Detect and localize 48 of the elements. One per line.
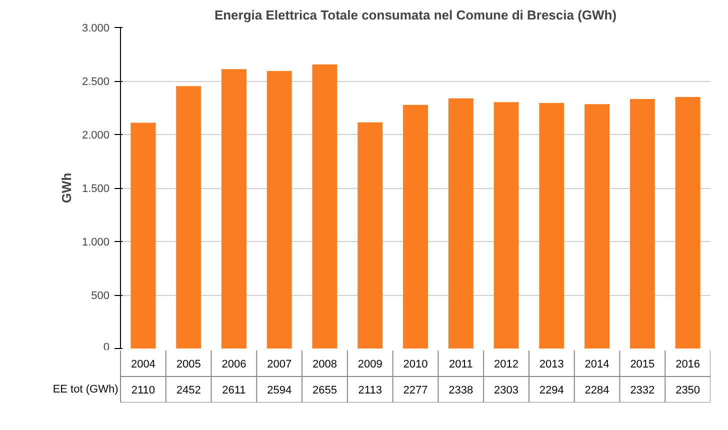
bar — [494, 102, 519, 348]
y-axis-title: GWh — [58, 172, 74, 204]
bar — [539, 103, 564, 348]
y-tick-label: 3.000 — [82, 22, 110, 34]
data-label: 2277 — [403, 384, 428, 396]
x-tick-label: 2015 — [630, 358, 655, 370]
bar — [130, 122, 156, 348]
x-tick-label: 2004 — [130, 358, 156, 370]
y-tick-label: 500 — [91, 290, 110, 302]
data-label: 2113 — [358, 384, 382, 396]
bar — [312, 64, 338, 348]
x-tick-label: 2009 — [358, 358, 382, 370]
chart-title: Energia Elettrica Totale consumata nel Comune di Brescia (GWh) — [214, 8, 617, 22]
x-tick-label: 2013 — [539, 358, 564, 370]
text: EE tot (GWh) — [52, 384, 118, 396]
y-tick-label: 2.000 — [82, 130, 110, 142]
bar — [176, 86, 202, 348]
y-tick-label: 2.500 — [82, 76, 110, 88]
data-label: 2655 — [312, 384, 337, 396]
data-label: 2594 — [267, 384, 292, 396]
x-tick-label: 2010 — [403, 358, 428, 370]
bar — [221, 69, 246, 348]
x-tick-label: 2014 — [584, 358, 610, 370]
bar — [675, 97, 700, 348]
y-tick-label: 1.000 — [82, 236, 110, 248]
bar — [403, 104, 428, 348]
x-tick-label: 2005 — [176, 358, 201, 370]
x-tick-label: 2012 — [494, 358, 519, 370]
data-label: 2350 — [676, 384, 700, 396]
data-label: 2452 — [176, 384, 201, 396]
bar — [584, 104, 610, 348]
x-tick-label: 2008 — [312, 358, 337, 370]
x-tick-label: 2016 — [676, 358, 700, 370]
data-label: 2332 — [630, 384, 655, 396]
data-label: 2110 — [131, 384, 156, 396]
bar — [630, 98, 655, 348]
x-tick-label: 2007 — [267, 358, 292, 370]
x-tick-label: 2011 — [449, 358, 473, 370]
data-label: 2338 — [448, 384, 474, 396]
data-label: 2303 — [494, 384, 519, 396]
y-tick-label: 1.500 — [82, 183, 110, 195]
x-tick-label: 2006 — [222, 358, 246, 370]
bar — [358, 122, 383, 348]
bar — [448, 98, 474, 348]
data-label: 2611 — [222, 384, 246, 396]
data-label: 2294 — [539, 384, 564, 396]
data-label: 2284 — [584, 384, 610, 396]
bar — [266, 70, 292, 348]
